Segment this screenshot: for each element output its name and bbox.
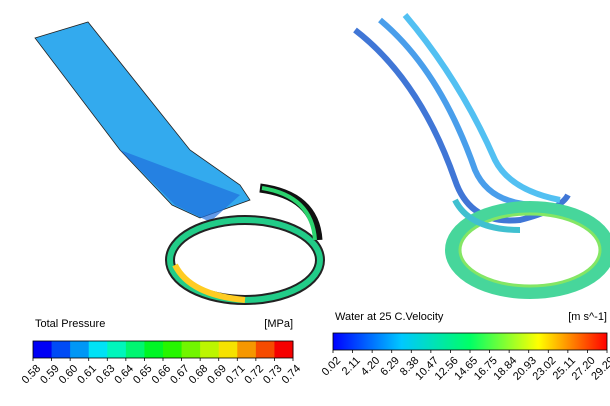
colorbar-tick-label: 0.65 — [131, 363, 155, 387]
velocity-streamlines — [353, 13, 610, 299]
pressure-contour — [34, 21, 325, 305]
colorbar-band — [125, 341, 145, 358]
legend-title: Water at 25 C.Velocity — [335, 311, 444, 323]
colorbar-band — [70, 341, 90, 358]
colorbar-tick-label: 0.67 — [168, 363, 192, 387]
colorbar-tick-label: 4.20 — [359, 355, 383, 379]
colorbar-tick-label: 0.68 — [187, 363, 211, 387]
colorbar-tick-label: 0.71 — [224, 363, 248, 387]
colorbar-band — [181, 341, 201, 358]
colorbar-band — [274, 341, 294, 358]
colorbar-tick-label: 0.59 — [38, 363, 62, 387]
legend-unit: [MPa] — [264, 318, 293, 330]
colorbar-tick-label: 2.11 — [340, 355, 363, 378]
colorbar-band — [51, 341, 71, 358]
colorbar — [333, 333, 607, 350]
colorbar-tick-label: 0.72 — [242, 363, 266, 387]
colorbar-tick-label: 0.60 — [57, 363, 81, 387]
colorbar-tick-label: 0.66 — [150, 363, 174, 387]
colorbar-tick-label: 0.69 — [205, 363, 229, 387]
colorbar-band — [88, 341, 108, 358]
legend-unit: [m s^-1] — [568, 311, 607, 323]
colorbar-tick-label: 0.58 — [20, 363, 44, 387]
colorbar-tick-label: 0.73 — [261, 363, 285, 387]
colorbar-band — [144, 341, 164, 358]
colorbar-band — [33, 341, 53, 358]
colorbar-tick-label: 0.02 — [320, 355, 344, 379]
legend-title: Total Pressure — [35, 318, 105, 330]
colorbar-tick-label: 6.29 — [378, 355, 402, 379]
colorbar-tick-label: 0.64 — [112, 363, 136, 387]
colorbar-tick-label: 0.63 — [94, 363, 118, 387]
colorbar-band — [163, 341, 183, 358]
colorbar-band — [255, 341, 275, 358]
colorbar-tick-label: 0.61 — [75, 363, 99, 387]
colorbar-band — [218, 341, 238, 358]
colorbar-band — [107, 341, 127, 358]
colorbar-band — [200, 341, 220, 358]
colorbar-band — [237, 341, 257, 358]
colorbar-tick-label: 0.74 — [280, 363, 304, 387]
